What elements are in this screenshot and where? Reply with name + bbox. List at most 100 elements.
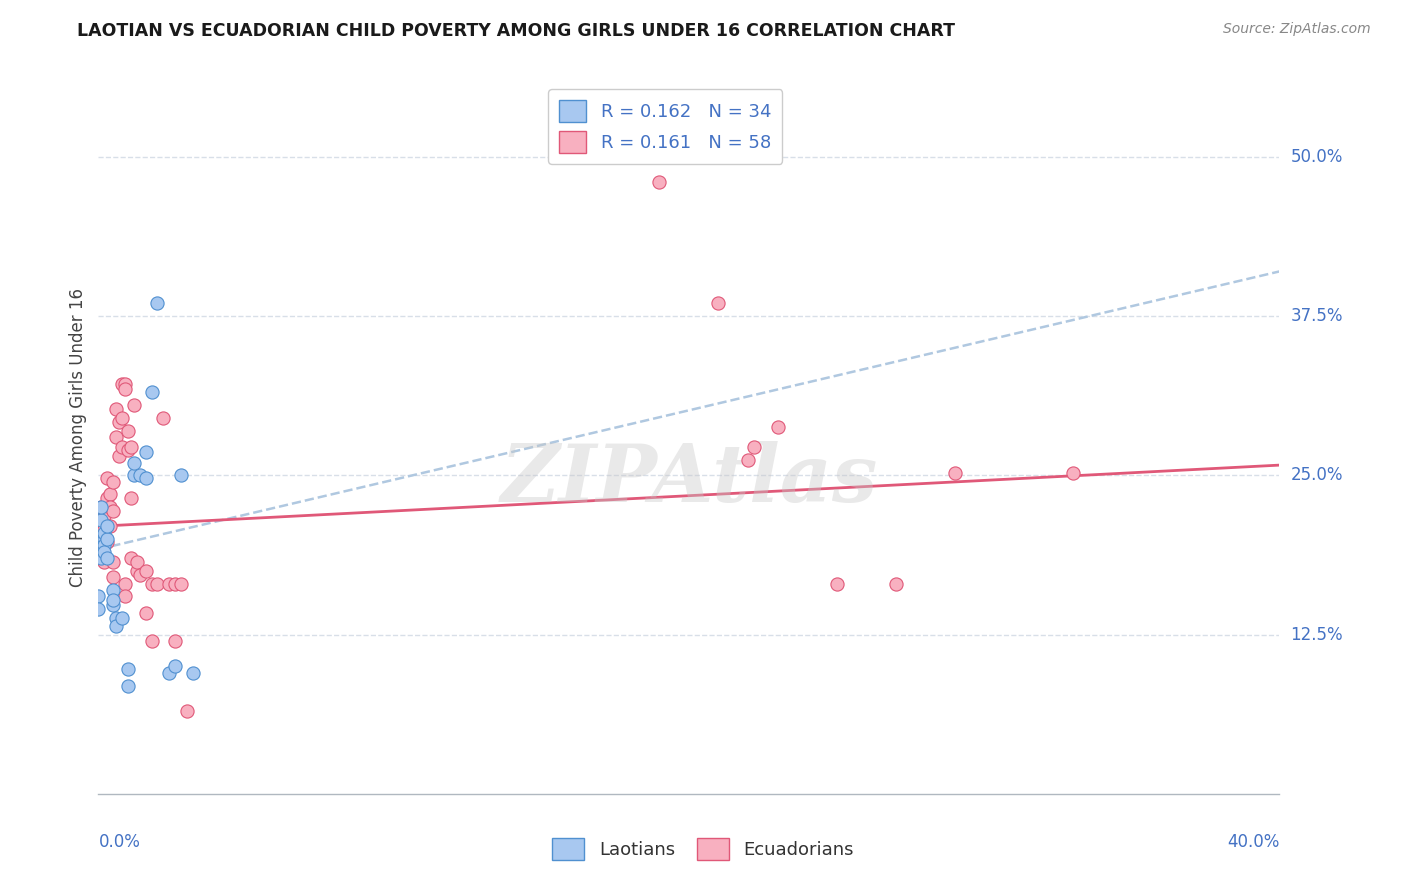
Point [125,564,148,578]
Point [111,440,134,454]
Point [176,704,198,718]
Point [96,491,118,506]
Point [165,659,187,673]
Point [87,509,110,524]
Point [181,665,204,680]
Point [105,618,128,632]
Point [737,453,759,467]
Point [93,532,115,546]
Point [87,532,110,546]
Point [87,534,110,549]
Point [90,525,112,540]
Text: Source: ZipAtlas.com: Source: ZipAtlas.com [1223,22,1371,37]
Legend: R = 0.162   N = 34, R = 0.161   N = 58: R = 0.162 N = 34, R = 0.161 N = 58 [548,89,782,164]
Point [105,430,128,444]
Point [105,611,128,625]
Point [98,487,121,501]
Point [825,576,848,591]
Point [120,440,142,454]
Text: LAOTIAN VS ECUADORIAN CHILD POVERTY AMONG GIRLS UNDER 16 CORRELATION CHART: LAOTIAN VS ECUADORIAN CHILD POVERTY AMON… [77,22,955,40]
Point [87,519,110,533]
Point [141,385,163,400]
Point [93,509,115,524]
Point [103,582,125,597]
Point [114,382,136,396]
Point [157,576,180,591]
Point [90,532,112,546]
Point [170,468,193,483]
Point [117,662,139,676]
Point [96,519,118,533]
Text: 40.0%: 40.0% [1227,833,1279,851]
Point [122,398,145,412]
Point [114,590,136,604]
Point [135,606,157,620]
Point [108,449,131,463]
Point [707,296,730,310]
Point [103,593,125,607]
Point [884,576,907,591]
Point [103,555,125,569]
Point [1062,466,1084,480]
Point [125,555,148,569]
Point [90,551,112,566]
Point [103,599,125,613]
Point [103,475,125,489]
Point [90,513,112,527]
Point [93,538,115,552]
Point [96,519,118,533]
Point [117,424,139,438]
Point [141,634,163,648]
Point [157,665,180,680]
Point [128,468,150,483]
Point [103,570,125,584]
Point [96,471,118,485]
Point [117,679,139,693]
Point [170,576,193,591]
Point [766,420,789,434]
Text: ZIPAtlas: ZIPAtlas [501,442,877,518]
Point [122,456,145,470]
Point [90,513,112,527]
Point [87,538,110,552]
Point [742,440,765,454]
Point [128,567,150,582]
Point [93,522,115,536]
Point [98,519,121,533]
Point [122,468,145,483]
Point [108,415,131,429]
Point [90,500,112,515]
Point [648,175,671,189]
Point [98,500,121,515]
Point [96,551,118,566]
Point [93,525,115,540]
Point [114,376,136,391]
Point [165,576,187,591]
Point [87,602,110,616]
Y-axis label: Child Poverty Among Girls Under 16: Child Poverty Among Girls Under 16 [69,287,87,587]
Point [111,611,134,625]
Text: 50.0%: 50.0% [1291,148,1343,166]
Point [93,545,115,559]
Legend: Laotians, Ecuadorians: Laotians, Ecuadorians [544,830,862,867]
Point [135,471,157,485]
Point [105,402,128,417]
Text: 0.0%: 0.0% [98,833,141,851]
Point [90,500,112,515]
Point [87,590,110,604]
Point [120,551,142,566]
Point [111,376,134,391]
Point [152,411,174,425]
Point [117,442,139,457]
Point [146,576,169,591]
Point [93,555,115,569]
Point [135,445,157,459]
Point [141,576,163,591]
Point [146,296,169,310]
Point [114,576,136,591]
Point [120,491,142,506]
Point [96,534,118,549]
Point [87,547,110,561]
Point [96,532,118,546]
Text: 37.5%: 37.5% [1291,307,1343,325]
